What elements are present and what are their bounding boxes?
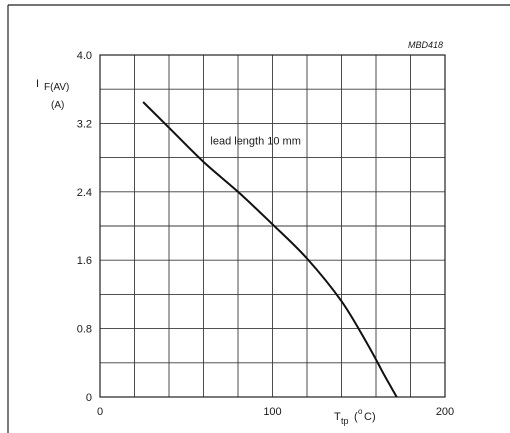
y-axis-label-subscript: F(AV) [44,82,69,93]
x-tick-label: 200 [436,406,454,418]
x-axis-label-symbol: T [334,411,341,423]
y-tick-label: 0.8 [77,324,92,336]
x-tick-label: 0 [97,406,103,418]
grid [100,55,445,397]
y-tick-label: 1.6 [77,255,92,267]
y-tick-label: 0 [86,392,92,404]
y-tick-label: 2.4 [77,187,92,199]
tick-labels: 0 0.8 1.6 2.4 3.2 4.0 0 100 200 [77,50,454,418]
plot-area [99,54,446,398]
y-axis-label-symbol: I [36,78,39,90]
y-axis-label-unit: (A) [51,100,64,111]
annotation-lead-length: lead length 10 mm [210,136,301,148]
x-axis-label-unit-rest: C) [364,411,376,423]
x-axis-label-subscript: tp [341,416,349,426]
y-tick-label: 3.2 [77,118,92,130]
x-axis-label-unit-degree: o [358,407,363,416]
x-axis-label: T tp ( o C) [334,407,376,426]
y-axis-label: I F(AV) (A) [36,78,69,111]
x-axis-label-unit-open: ( [354,411,358,423]
series-line-lead-length [142,101,398,398]
figure-code: MBD418 [408,40,443,50]
y-tick-label: 4.0 [77,50,92,62]
x-tick-label: 100 [263,406,281,418]
